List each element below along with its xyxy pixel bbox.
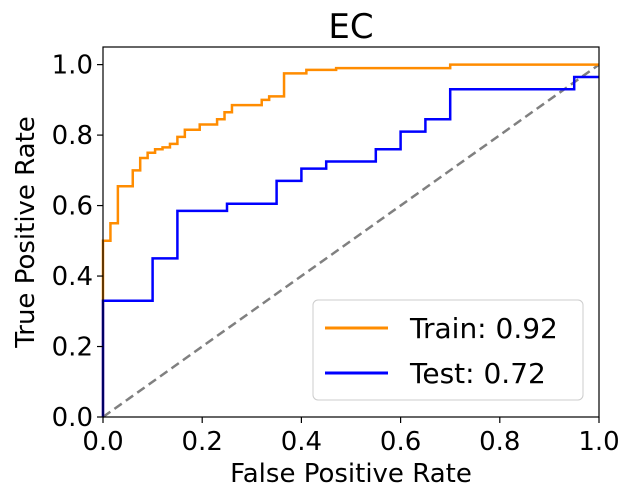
x-tick-label: 0.2 — [182, 427, 223, 457]
y-tick-label: 0.4 — [52, 262, 93, 292]
x-axis-label: False Positive Rate — [230, 459, 472, 489]
legend-label-test: Test: 0.72 — [409, 357, 546, 390]
x-tick-label: 0.0 — [82, 427, 123, 457]
y-tick-label: 0.2 — [52, 333, 93, 363]
x-tick-label: 0.4 — [281, 427, 322, 457]
x-tick-label: 1.0 — [578, 427, 619, 457]
series-layer — [101, 63, 600, 419]
legend: Train: 0.92 Test: 0.72 — [312, 299, 584, 401]
y-tick-label: 0.6 — [52, 192, 93, 222]
y-tick-label: 1.0 — [52, 51, 93, 81]
y-tick-label: 0.0 — [52, 403, 93, 433]
y-axis-ticks: 0.0 0.2 0.4 0.6 0.8 1.0 — [52, 51, 103, 433]
x-tick-label: 0.8 — [479, 427, 520, 457]
legend-label-train: Train: 0.92 — [409, 312, 558, 345]
roc-line-train — [101, 63, 599, 417]
y-axis-label: True Positive Rate — [11, 116, 41, 349]
x-axis-ticks: 0.0 0.2 0.4 0.6 0.8 1.0 — [82, 417, 620, 457]
chart-title: EC — [328, 7, 373, 47]
y-tick-label: 0.8 — [52, 121, 93, 151]
legend-box — [312, 299, 584, 401]
plot-frame — [102, 46, 600, 418]
x-tick-label: 0.6 — [380, 427, 421, 457]
chance-diagonal-line — [102, 63, 600, 419]
roc-line-test — [101, 75, 599, 417]
